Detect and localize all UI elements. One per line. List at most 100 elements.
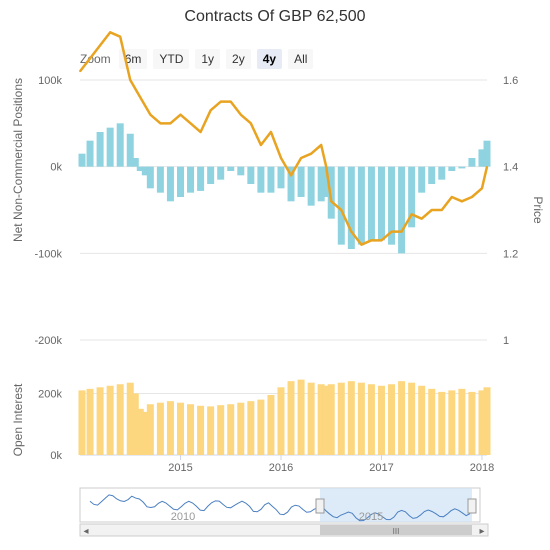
price-point: [300, 157, 302, 159]
net-position-bar: [428, 166, 436, 184]
open-interest-bar: [197, 405, 205, 455]
net-position-bar: [377, 166, 385, 241]
navigator-series-line: [89, 494, 471, 522]
net-position-bar: [367, 166, 375, 241]
zoom-4y-button[interactable]: 4y: [256, 49, 283, 69]
right-y-tick-label: 1: [503, 335, 509, 347]
scrollbar-thumb[interactable]: [320, 525, 472, 535]
open-interest-bar: [227, 404, 235, 455]
navigator[interactable]: 2010 2015 III ◂ ▸: [79, 487, 489, 537]
scrollbar-grip: III: [393, 527, 400, 536]
price-point: [280, 157, 282, 159]
price-point: [330, 200, 333, 203]
bottom-y-axis-title: Open Interest: [11, 383, 25, 456]
net-position-bar: [136, 166, 144, 171]
zoom-all-button[interactable]: All: [288, 49, 314, 69]
price-point: [310, 152, 312, 155]
open-interest-bar: [237, 402, 245, 455]
price-point: [250, 122, 252, 125]
net-position-bar: [247, 166, 255, 184]
price-point: [290, 174, 292, 177]
net-position-bar: [257, 166, 265, 193]
axis-labels: 100k 0k -100k -200k 1.6 1.4 1.2 1 Net Non-Commer…: [11, 75, 545, 474]
open-interest-bar: [337, 382, 345, 455]
navigator-right-handle[interactable]: [467, 498, 477, 514]
net-position-bar: [207, 166, 215, 184]
price-point: [451, 196, 453, 198]
price-point: [350, 230, 353, 233]
scroll-right-arrow-icon: ▸: [479, 526, 484, 537]
navigator-label-2015: 2015: [359, 511, 383, 523]
price-point: [260, 144, 262, 146]
price-point: [239, 113, 242, 116]
open-interest-bar: [156, 402, 164, 455]
open-interest-bars: [78, 379, 491, 455]
zoom-2y-button[interactable]: 2y: [226, 49, 251, 69]
net-position-bar: [227, 166, 235, 171]
open-interest-bar: [418, 385, 426, 455]
open-interest-bar: [468, 391, 476, 455]
open-interest-bar: [317, 384, 325, 455]
x-tick-label: 2018: [470, 462, 494, 474]
price-line-layer: [79, 31, 489, 246]
net-position-bar: [398, 166, 406, 254]
bottom-y-tick-label: 200k: [38, 388, 62, 400]
open-interest-bar: [166, 401, 174, 455]
price-point: [360, 243, 363, 246]
open-interest-bar: [322, 385, 330, 455]
bottom-y-tick-label: 0k: [50, 450, 62, 462]
open-interest-bar: [428, 388, 436, 455]
open-interest-bar: [448, 390, 456, 455]
net-position-bar: [483, 140, 491, 167]
price-point: [159, 122, 162, 125]
price-point: [229, 100, 232, 103]
open-interest-bar: [141, 411, 149, 455]
right-y-axis-title: Price: [531, 196, 545, 224]
price-point: [179, 113, 182, 116]
net-position-bar: [126, 133, 134, 167]
navigator-label-2010: 2010: [171, 511, 195, 523]
net-position-bar: [96, 132, 104, 167]
net-position-bar: [176, 166, 184, 197]
open-interest-bar: [106, 385, 114, 455]
open-interest-bar: [207, 406, 215, 455]
price-point: [199, 131, 202, 133]
open-interest-bar: [478, 390, 486, 455]
price-point: [486, 165, 488, 168]
open-interest-bar: [408, 382, 416, 455]
net-position-bar: [197, 166, 205, 191]
net-position-bar: [307, 166, 315, 206]
price-series-line: [79, 31, 489, 246]
price-point: [461, 200, 463, 203]
price-point: [370, 239, 373, 242]
price-point: [79, 70, 81, 73]
navigator-left-handle[interactable]: [315, 498, 325, 514]
net-position-bar: [237, 166, 245, 176]
chart-title: Contracts Of GBP 62,500: [184, 8, 366, 25]
open-interest-bar: [483, 387, 491, 455]
net-position-bar: [448, 166, 456, 171]
net-position-bar: [287, 166, 295, 202]
price-point: [380, 239, 383, 242]
open-interest-bar: [307, 382, 315, 455]
open-interest-bar: [217, 405, 225, 455]
price-point: [99, 44, 101, 47]
price-point: [169, 122, 172, 125]
price-point: [109, 31, 111, 34]
zoom-ytd-button[interactable]: YTD: [153, 49, 190, 69]
price-point: [420, 217, 423, 220]
navigator-selection[interactable]: [320, 488, 472, 522]
open-interest-bar: [347, 381, 355, 455]
price-point: [325, 165, 328, 168]
net-position-bar: [166, 166, 174, 202]
open-interest-bar: [377, 385, 385, 455]
scroll-left-arrow-icon: ◂: [83, 526, 88, 537]
zoom-1y-button[interactable]: 1y: [195, 49, 221, 69]
net-position-bar: [146, 166, 154, 189]
price-point: [430, 209, 433, 211]
net-position-bar: [317, 166, 325, 202]
open-interest-bar: [438, 391, 446, 455]
net-position-bar: [217, 166, 225, 180]
price-point: [209, 109, 212, 112]
